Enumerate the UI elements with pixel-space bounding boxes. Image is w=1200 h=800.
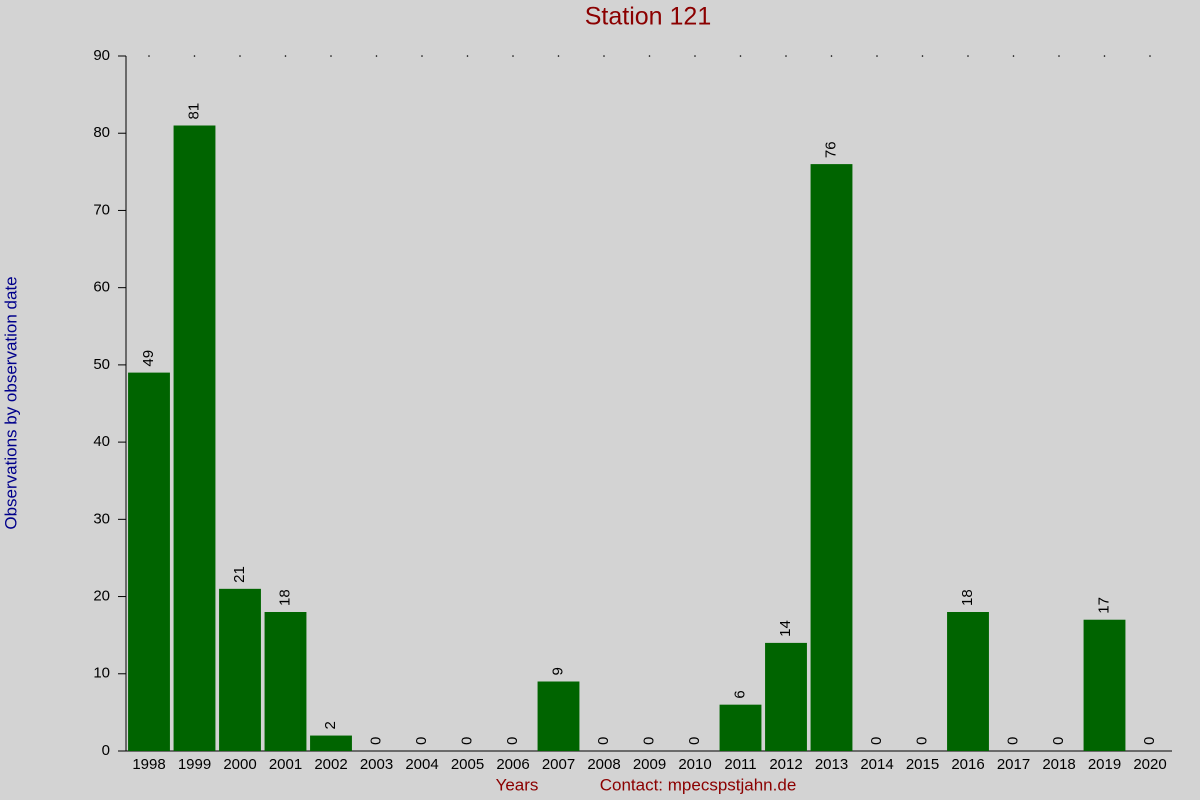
top-dot bbox=[284, 55, 287, 57]
top-dot bbox=[694, 55, 696, 57]
value-label: 18 bbox=[959, 589, 976, 606]
value-label: 0 bbox=[504, 737, 521, 745]
y-tick-label: 0 bbox=[102, 742, 110, 759]
value-label: 9 bbox=[549, 667, 566, 675]
bar bbox=[719, 704, 762, 751]
y-axis-label: Observations by observation date bbox=[1, 276, 20, 529]
top-dot bbox=[921, 55, 924, 57]
value-label: 0 bbox=[686, 737, 703, 745]
bar bbox=[765, 642, 807, 751]
bar bbox=[810, 164, 853, 752]
value-label: 6 bbox=[731, 690, 748, 698]
y-tick-label: 10 bbox=[93, 665, 110, 682]
x-tick-label: 2013 bbox=[815, 756, 848, 773]
bar bbox=[128, 372, 170, 751]
top-dot bbox=[1012, 55, 1015, 57]
value-label: 0 bbox=[595, 737, 612, 745]
bar bbox=[947, 612, 989, 751]
top-dot bbox=[466, 55, 469, 57]
top-dot bbox=[421, 55, 423, 57]
x-tick-label: 2006 bbox=[496, 756, 529, 773]
value-label: 0 bbox=[1004, 737, 1021, 745]
x-tick-label: 2001 bbox=[269, 756, 302, 773]
x-tick-label: 2016 bbox=[951, 756, 984, 773]
top-dot bbox=[1058, 55, 1060, 57]
value-label: 0 bbox=[413, 737, 430, 745]
top-dot bbox=[375, 55, 378, 57]
top-dot bbox=[148, 55, 150, 57]
top-dot bbox=[1149, 55, 1151, 57]
value-label: 81 bbox=[185, 103, 202, 120]
value-label: 0 bbox=[1141, 737, 1158, 745]
value-label: 0 bbox=[913, 737, 930, 745]
top-dot bbox=[739, 55, 742, 57]
x-tick-label: 2008 bbox=[587, 756, 620, 773]
bar bbox=[219, 588, 261, 751]
y-tick-label: 70 bbox=[93, 201, 110, 218]
top-dot bbox=[557, 55, 560, 57]
x-tick-label: 2009 bbox=[633, 756, 666, 773]
x-axis-label: Years bbox=[496, 775, 539, 794]
top-dot bbox=[648, 55, 651, 57]
top-dot bbox=[785, 55, 787, 57]
value-label: 0 bbox=[1050, 737, 1067, 745]
top-dot bbox=[830, 55, 833, 57]
contact-note: Contact: mpecspstjahn.de bbox=[600, 775, 797, 794]
bar bbox=[310, 735, 352, 751]
top-dot bbox=[193, 55, 196, 57]
y-tick-label: 40 bbox=[93, 433, 110, 450]
value-label: 21 bbox=[231, 566, 248, 583]
x-tick-label: 2011 bbox=[724, 756, 756, 773]
bar bbox=[173, 125, 216, 751]
x-tick-label: 2003 bbox=[360, 756, 393, 773]
top-dot bbox=[967, 55, 969, 57]
top-dot bbox=[239, 55, 241, 57]
x-tick-label: 2015 bbox=[906, 756, 939, 773]
x-tick-label: 2005 bbox=[451, 756, 484, 773]
value-label: 0 bbox=[640, 737, 657, 745]
value-label: 17 bbox=[1095, 597, 1112, 614]
x-tick-label: 2018 bbox=[1042, 756, 1075, 773]
bar bbox=[537, 681, 580, 751]
x-tick-label: 2000 bbox=[223, 756, 256, 773]
y-tick-label: 50 bbox=[93, 356, 110, 373]
x-tick-label: 2010 bbox=[678, 756, 711, 773]
x-tick-label: 2020 bbox=[1133, 756, 1166, 773]
value-label: 14 bbox=[777, 620, 794, 637]
x-tick-label: 2007 bbox=[542, 756, 575, 773]
x-tick-label: 2012 bbox=[769, 756, 802, 773]
x-tick-label: 1999 bbox=[178, 756, 211, 773]
y-tick-label: 80 bbox=[93, 124, 110, 141]
value-label: 49 bbox=[140, 350, 157, 367]
bar bbox=[264, 612, 307, 751]
x-tick-label: 2014 bbox=[860, 756, 893, 773]
value-label: 0 bbox=[868, 737, 885, 745]
y-tick-label: 60 bbox=[93, 279, 110, 296]
bar bbox=[1083, 619, 1126, 751]
y-tick-label: 30 bbox=[93, 510, 110, 527]
top-dot bbox=[876, 55, 878, 57]
value-label: 2 bbox=[322, 721, 339, 729]
value-label: 18 bbox=[276, 589, 293, 606]
value-label: 0 bbox=[367, 737, 384, 745]
x-tick-label: 1998 bbox=[132, 756, 165, 773]
y-tick-label: 20 bbox=[93, 588, 110, 605]
x-tick-label: 2002 bbox=[314, 756, 347, 773]
y-tick-label: 90 bbox=[93, 47, 110, 64]
value-label: 76 bbox=[822, 141, 839, 158]
top-dot bbox=[512, 55, 514, 57]
x-tick-label: 2017 bbox=[997, 756, 1030, 773]
x-tick-label: 2004 bbox=[405, 756, 438, 773]
value-label: 0 bbox=[458, 737, 475, 745]
chart-title: Station 121 bbox=[585, 3, 712, 31]
top-dot bbox=[603, 55, 605, 57]
top-dot bbox=[330, 55, 332, 57]
top-dot bbox=[1103, 55, 1106, 57]
x-tick-label: 2019 bbox=[1088, 756, 1121, 773]
